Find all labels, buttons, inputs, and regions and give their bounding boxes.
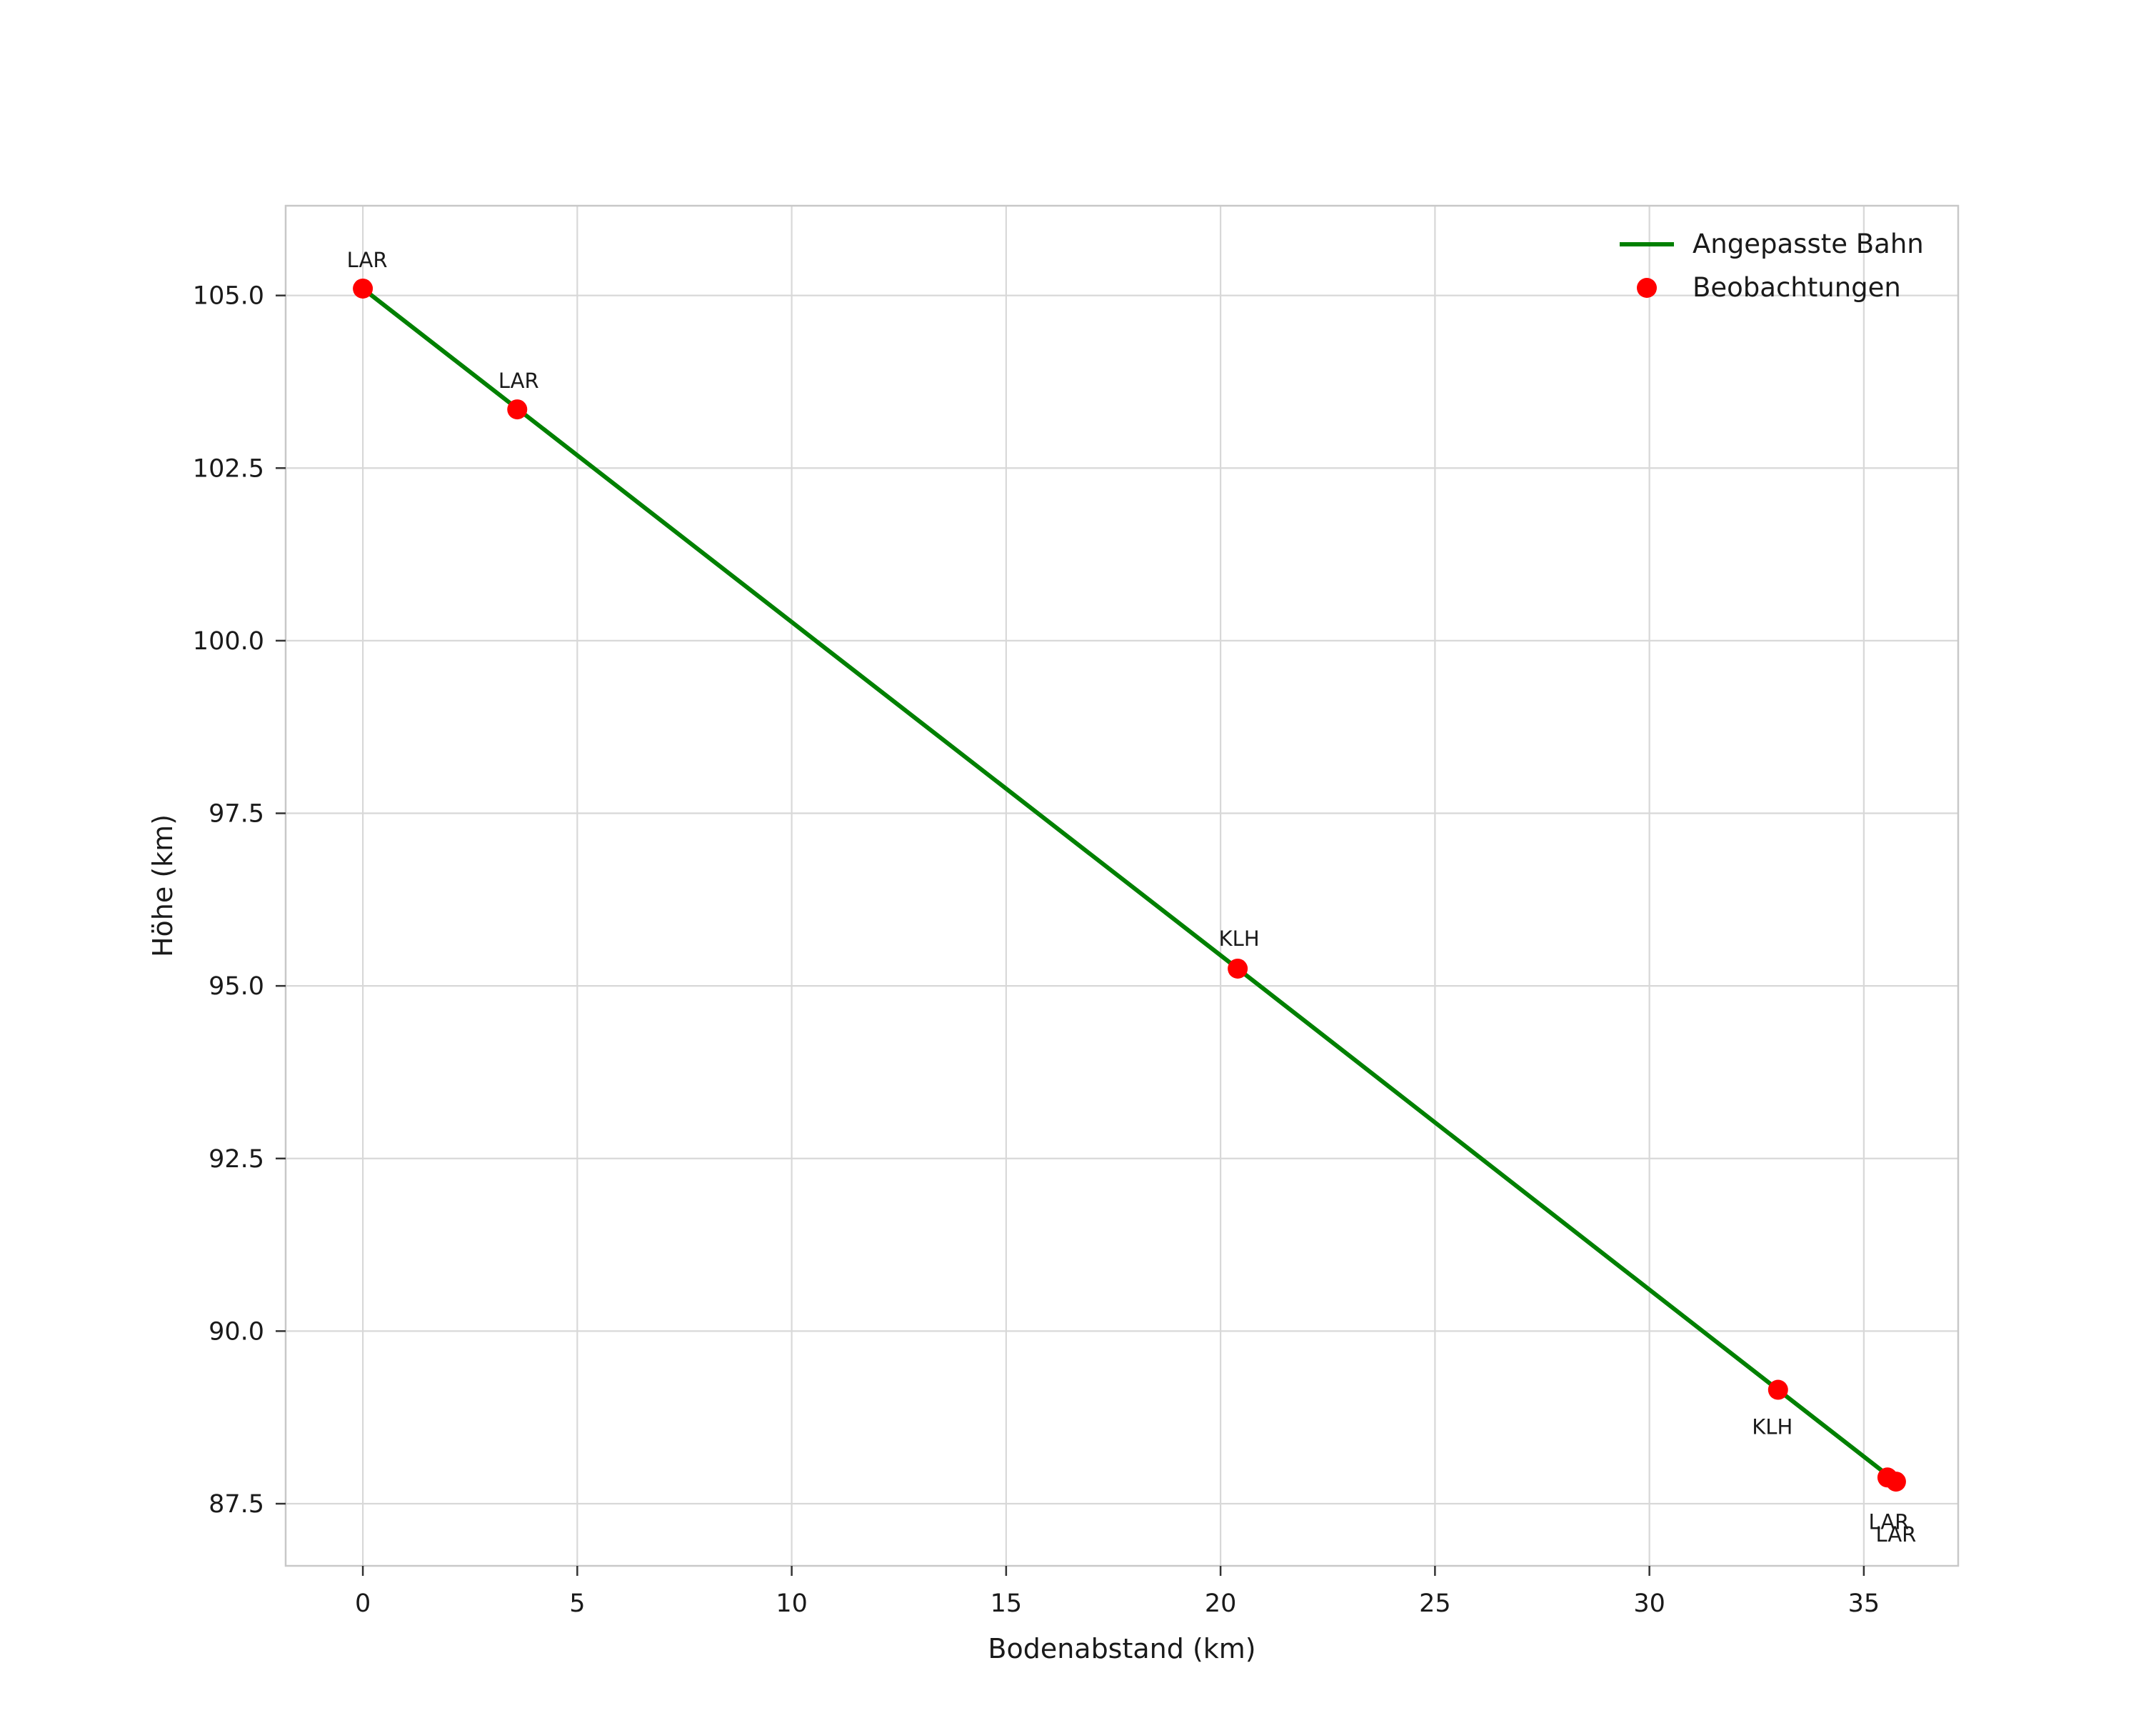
y-tick-label: 87.5 <box>209 1490 264 1519</box>
legend-entry-observations: Beobachtungen <box>1620 272 1924 303</box>
legend: Angepasste Bahn Beobachtungen <box>1620 229 1924 303</box>
x-axis-label: Bodenabstand (km) <box>988 1633 1256 1664</box>
legend-point-sample <box>1620 277 1674 298</box>
y-tick-label: 90.0 <box>209 1317 264 1346</box>
point-label: KLH <box>1752 1415 1793 1439</box>
x-tick-label: 20 <box>1205 1589 1237 1618</box>
x-tick-label: 0 <box>355 1589 371 1618</box>
line-swatch-icon <box>1620 241 1674 246</box>
point-label: LAR <box>347 248 388 272</box>
y-tick-label: 97.5 <box>209 800 264 829</box>
legend-line-sample <box>1620 241 1674 246</box>
legend-label-observations: Beobachtungen <box>1693 272 1901 303</box>
x-tick-label: 25 <box>1419 1589 1451 1618</box>
point-label: LAR <box>498 369 539 393</box>
y-tick-label: 105.0 <box>193 282 264 311</box>
y-tick-label: 95.0 <box>209 972 264 1001</box>
point-label: KLH <box>1219 927 1260 951</box>
point-label: LAR <box>1869 1509 1910 1534</box>
y-tick-label: 102.5 <box>193 454 264 483</box>
y-tick-label: 100.0 <box>193 627 264 656</box>
x-tick-label: 10 <box>776 1589 808 1618</box>
observation-point <box>507 399 528 420</box>
point-label: LAR <box>1876 1522 1917 1547</box>
x-tick-label: 15 <box>991 1589 1023 1618</box>
dot-swatch-icon <box>1637 277 1657 298</box>
observation-point <box>1768 1379 1788 1400</box>
legend-label-fitted-line: Angepasste Bahn <box>1693 229 1924 259</box>
plot-frame <box>284 204 1960 1567</box>
observation-point <box>1228 958 1248 979</box>
x-tick-label: 5 <box>569 1589 585 1618</box>
observation-point <box>1885 1472 1906 1492</box>
x-tick-label: 30 <box>1633 1589 1665 1618</box>
x-tick-label: 35 <box>1848 1589 1880 1618</box>
observation-point <box>353 278 373 299</box>
y-tick-label: 92.5 <box>209 1145 264 1174</box>
y-axis-label: Höhe (km) <box>147 814 179 958</box>
legend-entry-fitted-line: Angepasste Bahn <box>1620 229 1924 259</box>
